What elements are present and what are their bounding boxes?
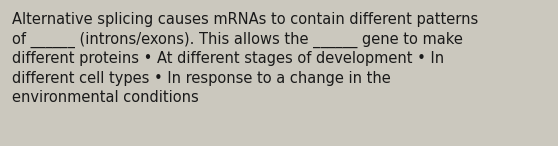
Text: Alternative splicing causes mRNAs to contain different patterns: Alternative splicing causes mRNAs to con… [12,12,478,27]
Text: environmental conditions: environmental conditions [12,90,199,105]
Text: different proteins • At different stages of development • In: different proteins • At different stages… [12,51,444,66]
Text: of ______ (introns/exons). This allows the ______ gene to make: of ______ (introns/exons). This allows t… [12,32,463,48]
Text: different cell types • In response to a change in the: different cell types • In response to a … [12,71,391,86]
